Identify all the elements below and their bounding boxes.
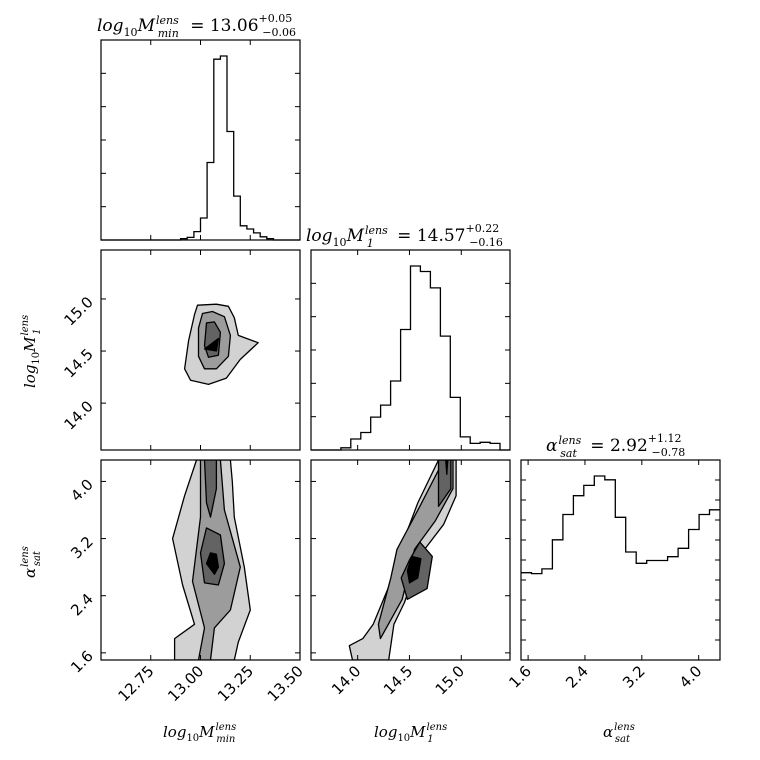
xtick-label-m1-0: 14.0 xyxy=(328,662,364,698)
xtick-label-m1-2: 15.0 xyxy=(432,662,468,698)
xlabel-m1: log10Mlens 1 xyxy=(374,722,447,745)
panel-frame-2-2 xyxy=(520,459,721,661)
xtick-label-m1-1: 14.5 xyxy=(380,662,416,698)
ytick-label-alpha-1: 3.2 xyxy=(67,533,97,563)
xtick-label-mmin-0: 12.75 xyxy=(114,662,157,705)
ytick-label-alpha-2: 2.4 xyxy=(67,590,97,620)
xtick-label-alpha-3: 4.0 xyxy=(676,662,706,692)
contour-alpha_vs_mmin-level-3-6 xyxy=(203,460,218,518)
xlabel-alpha: αlens sat xyxy=(603,722,635,745)
xtick-label-alpha-2: 3.2 xyxy=(619,662,649,692)
ytick-label-m1-0: 15.0 xyxy=(60,293,96,329)
tick-marks xyxy=(101,40,720,660)
histogram-m1 xyxy=(311,265,510,451)
contour-alpha_vs_mmin-level-4-8 xyxy=(205,552,220,575)
panel-frame-0-0 xyxy=(100,39,301,241)
ytick-label-alpha-0: 4.0 xyxy=(67,476,97,506)
histogram-alpha xyxy=(521,475,720,575)
contour-alpha_vs_m1-level-2-10 xyxy=(377,460,454,640)
ylabel-alpha: αlenssat xyxy=(20,546,43,578)
contour-alpha_vs_m1-level-4-13 xyxy=(406,555,422,584)
histogram-mmin xyxy=(101,55,300,241)
xtick-label-mmin-3: 13.50 xyxy=(264,662,307,705)
xtick-label-mmin-1: 13.00 xyxy=(164,662,207,705)
title-mmin: log10Mlens min = 13.06+0.05 −0.06 xyxy=(97,12,296,40)
contour-alpha_vs_m1-level-4-14 xyxy=(445,460,449,475)
ytick-label-m1-2: 14.0 xyxy=(60,397,96,433)
contour-alpha_vs_m1-level-3-11 xyxy=(437,460,452,508)
ytick-label-alpha-3: 1.6 xyxy=(67,647,97,677)
contour-m1_vs_mmin-level-4-3 xyxy=(203,337,220,352)
title-alpha: αlens sat = 2.92+1.12 −0.78 xyxy=(546,432,685,460)
xtick-label-mmin-2: 13.25 xyxy=(214,662,257,705)
contour-fills xyxy=(171,303,457,660)
xtick-label-alpha-0: 1.6 xyxy=(505,662,535,692)
panel-frame-2-1 xyxy=(310,459,511,661)
title-m1: log10Mlens 1 = 14.57+0.22 −0.16 xyxy=(306,222,503,250)
xlabel-mmin: log10Mlens min xyxy=(163,722,236,745)
ytick-label-m1-1: 14.5 xyxy=(60,345,96,381)
xtick-label-alpha-1: 2.4 xyxy=(562,662,592,692)
ylabel-m1: log10Mlens1 xyxy=(20,315,43,388)
